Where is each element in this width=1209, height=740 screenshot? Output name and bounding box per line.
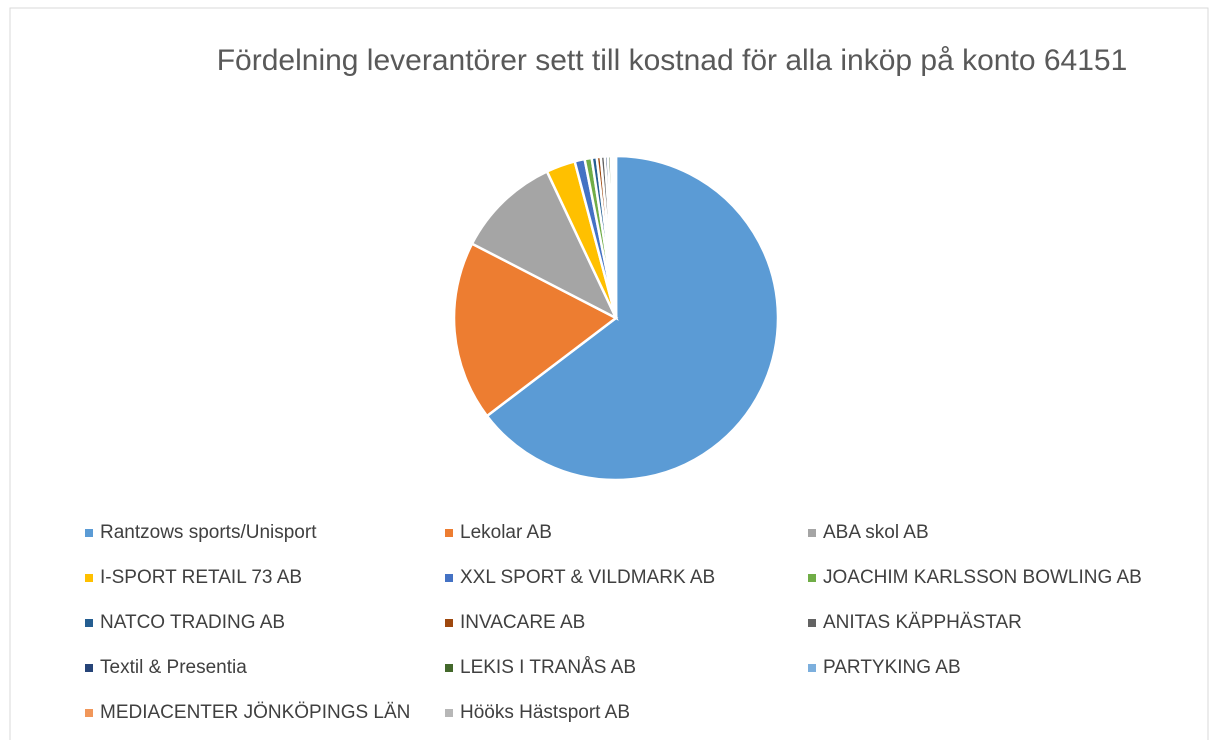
legend-swatch xyxy=(808,574,816,582)
legend-label: Rantzows sports/Unisport xyxy=(100,522,317,543)
legend-label: Textil & Presentia xyxy=(100,657,247,678)
legend-label: LEKIS I TRANÅS AB xyxy=(460,657,636,678)
chart-title: Fördelning leverantörer sett till kostna… xyxy=(216,44,1128,77)
legend-swatch xyxy=(85,664,93,672)
legend-swatch xyxy=(85,619,93,627)
legend-label: I-SPORT RETAIL 73 AB xyxy=(100,567,302,588)
legend-swatch xyxy=(85,574,93,582)
legend-swatch xyxy=(85,529,93,537)
legend-swatch xyxy=(808,619,816,627)
pie-slice xyxy=(613,154,618,319)
legend-label: ANITAS KÄPPHÄSTAR xyxy=(823,612,1022,633)
legend-swatch xyxy=(808,664,816,672)
legend-label: PARTYKING AB xyxy=(823,657,961,678)
pie-slice xyxy=(485,154,780,482)
legend-label: ABA skol AB xyxy=(823,522,929,543)
legend-label: JOACHIM KARLSSON BOWLING AB xyxy=(823,567,1142,588)
legend-swatch xyxy=(445,574,453,582)
legend-label: INVACARE AB xyxy=(460,612,585,633)
legend-swatch xyxy=(85,709,93,717)
legend-label: NATCO TRADING AB xyxy=(100,612,285,633)
legend-label: Lekolar AB xyxy=(460,522,552,543)
legend-swatch xyxy=(445,664,453,672)
legend-label: Hööks Hästsport AB xyxy=(460,702,630,723)
pie-slice xyxy=(452,242,619,418)
legend-swatch xyxy=(445,529,453,537)
pie-slice xyxy=(470,169,619,321)
legend-label: MEDIACENTER JÖNKÖPINGS LÄN xyxy=(100,702,410,723)
legend-swatch xyxy=(808,529,816,537)
legend-swatch xyxy=(445,619,453,627)
legend-swatch xyxy=(445,709,453,717)
legend-label: XXL SPORT & VILDMARK AB xyxy=(460,567,715,588)
chart-border xyxy=(9,7,1209,740)
